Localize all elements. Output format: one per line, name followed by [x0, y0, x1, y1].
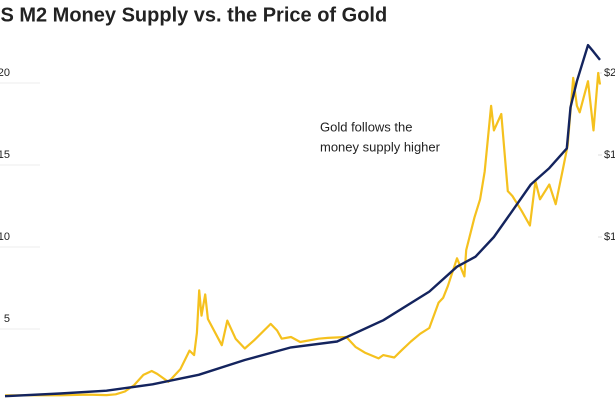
series-line	[4, 43, 601, 398]
annotation: Gold follows the	[320, 119, 413, 134]
series-line	[5, 71, 602, 397]
y2-tick-label: $1,500	[604, 149, 615, 161]
y-tick-label: 5	[4, 313, 10, 325]
y-tick-label: 10	[0, 231, 10, 243]
y-tick-label: 15	[0, 149, 10, 161]
chart-title: US M2 Money Supply vs. the Price of Gold	[0, 4, 387, 26]
annotation: money supply higher	[320, 139, 441, 154]
y2-tick-label: $2,000	[604, 67, 615, 79]
y-tick-label: 20	[0, 67, 10, 79]
y2-tick-label: $1,000	[604, 231, 615, 243]
